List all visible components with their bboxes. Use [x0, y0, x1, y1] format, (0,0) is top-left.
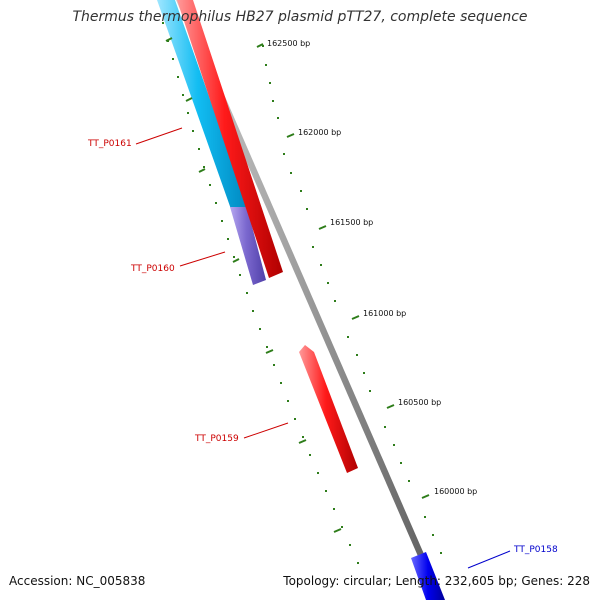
scale-label-162000: 162000 bp	[298, 128, 341, 137]
outer-tick	[272, 100, 274, 102]
scale-label-160000: 160000 bp	[434, 487, 477, 496]
inner-tick	[294, 418, 296, 420]
inner-major-tick	[265, 349, 274, 354]
outer-tick-track	[262, 45, 442, 554]
inner-tick	[273, 364, 275, 366]
inner-major-tick	[333, 528, 342, 533]
gene-TT_P0158-label[interactable]: TT_P0158	[513, 545, 558, 555]
topology-summary-text: Topology: circular; Length: 232,605 bp; …	[283, 574, 590, 588]
inner-major-tick	[165, 37, 173, 42]
outer-tick	[269, 82, 271, 84]
outer-tick	[265, 64, 267, 66]
outer-tick	[347, 336, 349, 338]
gene-TT_P0158-arc	[411, 552, 445, 600]
outer-tick	[277, 117, 279, 119]
inner-tick	[187, 112, 189, 114]
inner-tick	[227, 238, 229, 240]
inner-major-tick	[232, 258, 240, 263]
outer-tick	[400, 462, 402, 464]
outer-tick	[363, 372, 365, 374]
inner-tick	[266, 346, 268, 348]
inner-major-tick	[298, 439, 307, 444]
inner-tick	[192, 130, 194, 132]
gene-TT_P0159-label[interactable]: TT_P0159	[194, 434, 239, 444]
inner-tick	[309, 454, 311, 456]
inner-tick	[259, 328, 261, 330]
outer-tick	[283, 153, 285, 155]
inner-tick	[280, 382, 282, 384]
inner-major-tick	[198, 168, 206, 173]
outer-tick	[356, 354, 358, 356]
outer-major-tick	[421, 494, 430, 499]
outer-tick	[262, 45, 264, 47]
outer-major-tick	[256, 43, 264, 48]
gene-TT_P0159-leader	[243, 422, 289, 439]
inner-tick-track	[162, 22, 359, 564]
backbone-track	[176, 0, 444, 600]
scale-label-162500: 162500 bp	[267, 39, 310, 48]
outer-major-tick	[351, 315, 360, 320]
outer-tick	[306, 208, 308, 210]
inner-tick	[325, 490, 327, 492]
map-title: Thermus thermophilus HB27 plasmid pTT27,…	[72, 9, 528, 25]
outer-major-ticks	[256, 43, 430, 499]
outer-major-tick	[286, 133, 295, 138]
inner-tick	[246, 292, 248, 294]
inner-tick	[233, 256, 235, 258]
inner-tick	[215, 202, 217, 204]
inner-tick	[287, 400, 289, 402]
inner-tick	[357, 562, 359, 564]
inner-tick	[203, 166, 205, 168]
outer-tick	[440, 552, 442, 554]
outer-tick	[320, 264, 322, 266]
inner-tick	[182, 94, 184, 96]
gene-TT_P0160-arc	[230, 207, 266, 285]
accession-text: Accession: NC_005838	[9, 574, 146, 588]
inner-tick	[162, 22, 164, 24]
inner-tick	[333, 508, 335, 510]
gene-TT_P0158-leader	[467, 550, 511, 569]
outer-tick	[300, 190, 302, 192]
outer-tick	[312, 246, 314, 248]
inner-tick	[317, 472, 319, 474]
inner-major-ticks	[165, 37, 342, 533]
gene-TT_P0161-leader	[135, 127, 183, 145]
inner-tick	[302, 436, 304, 438]
inner-tick	[341, 526, 343, 528]
gene-TT_P0161-arc	[157, 0, 248, 212]
scale-label-160500: 160500 bp	[398, 398, 441, 407]
inner-tick	[198, 148, 200, 150]
gene-TT_P0159-arc	[299, 345, 358, 473]
gene-TT_P0160-label[interactable]: TT_P0160	[130, 264, 175, 274]
inner-tick	[177, 76, 179, 78]
inner-tick	[172, 58, 174, 60]
outer-tick	[369, 390, 371, 392]
outer-major-tick	[318, 225, 327, 230]
inner-tick	[239, 274, 241, 276]
outer-tick	[393, 444, 395, 446]
outer-tick	[424, 516, 426, 518]
outer-tick	[432, 534, 434, 536]
gene-TT_P0160-leader	[179, 251, 226, 267]
outer-tick	[334, 300, 336, 302]
scale-label-161000: 161000 bp	[363, 309, 406, 318]
gene-TT_P0161-label[interactable]: TT_P0161	[87, 139, 132, 149]
outer-tick	[290, 172, 292, 174]
inner-tick	[252, 310, 254, 312]
inner-tick	[349, 544, 351, 546]
inner-major-tick	[185, 97, 193, 102]
inner-tick	[221, 220, 223, 222]
outer-tick	[384, 426, 386, 428]
inner-tick	[209, 184, 211, 186]
scale-label-161500: 161500 bp	[330, 218, 373, 227]
gene-forward-large-arc	[177, 0, 283, 278]
outer-tick	[327, 282, 329, 284]
outer-tick	[408, 480, 410, 482]
outer-major-tick	[386, 404, 395, 409]
